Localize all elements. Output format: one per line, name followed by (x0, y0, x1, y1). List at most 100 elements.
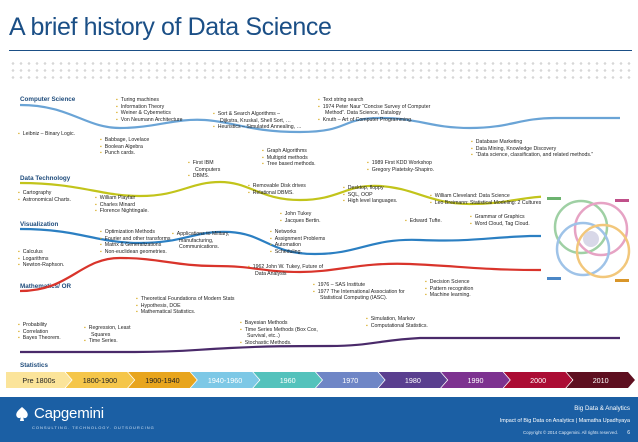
note-line: Squares (91, 331, 111, 338)
note-line: Regression, Least (84, 325, 131, 332)
era-segment: 1800-1900 (66, 372, 135, 388)
note-line: Tree based methods. (262, 161, 316, 168)
note-line: 1989 First KDD Workshop (367, 160, 434, 167)
note-line: Cartography (18, 190, 71, 197)
era-label: 2010 (592, 375, 609, 385)
note-line: Machine learning. (425, 292, 473, 299)
note-line: Networks (270, 229, 325, 236)
era-label: 2000 (530, 375, 547, 385)
note-line: Relational DBMS. (248, 190, 306, 197)
note-line: Mathematical Statistics. (136, 309, 235, 316)
era-segment: 1990 (441, 372, 510, 388)
note-line: John Tukey (280, 211, 321, 218)
note-graph: Graph AlgorithmsMultigrid methodsTree ba… (262, 148, 316, 168)
note-line: First IBM (188, 160, 220, 167)
note-line: Probability (18, 322, 61, 329)
note-networks: NetworksAssignment ProblemsAutomationSch… (270, 229, 325, 255)
era-label: 1970 (342, 375, 359, 385)
note-line: Optimization Methods (100, 229, 171, 236)
note-line: Text string search (318, 97, 430, 104)
note-line: Charles Minard (95, 202, 149, 209)
era-label: 1960 (279, 375, 296, 385)
note-line: Simulation, Markov (366, 316, 428, 323)
note-tukey: John TukeyJacques Bertin. (280, 211, 321, 224)
note-line: Computers (195, 166, 221, 173)
note-line: Turing machines (116, 97, 183, 104)
note-line: William Playfair (95, 195, 149, 202)
note-line: Communications. (179, 244, 220, 251)
note-optimization: Optimization MethodsFourier and other tr… (100, 229, 171, 255)
note-leibniz: Leibniz – Binary Logic. (18, 131, 75, 138)
note-playfair: William PlayfairCharles MinardFlorence N… (95, 195, 149, 215)
era-label: 1800-1900 (82, 375, 118, 385)
era-segment: 1900-1940 (128, 372, 197, 388)
era-segment: 1940-1960 (191, 372, 260, 388)
note-line: Newton-Raphson. (18, 262, 65, 269)
era-label: Pre 1800s (22, 375, 56, 385)
note-line: SQL, OOP (343, 192, 397, 199)
era-segment: 1970 (316, 372, 385, 388)
footer-course-text: Impact of Big Data on Analytics | Mamath… (499, 418, 630, 424)
lane-label-visualization: Visualization (20, 221, 59, 228)
company-logo: Capgemini (14, 405, 104, 422)
note-line: Von Neumann Architecture (116, 117, 183, 124)
note-line: Leo Breimann: Statistical Modeling: 2 Cu… (430, 200, 543, 207)
footer-copyright: Copyright © 2014 Capgemini. All rights r… (522, 430, 618, 435)
note-line: Word Cloud, Tag Cloud. (470, 221, 530, 228)
title-divider (9, 50, 632, 51)
note-line: Babbage, Lovelace (100, 137, 149, 144)
footer: Capgemini CONSULTING. TECHNOLOGY. OUTSOU… (0, 397, 638, 442)
curve-computer-science (19, 103, 620, 134)
note-line: Gregory Piatetsky-Shapiro. (367, 167, 434, 174)
note-line: Punch cards. (100, 150, 149, 157)
note-cartography: CartographyAstronomical Charts. (18, 190, 71, 203)
note-line: Grammar of Graphics (470, 214, 530, 221)
page-number: 6 (627, 430, 630, 436)
note-line: Fourier and other transforms (100, 236, 171, 243)
note-line: Knuth – Art of Computer Programming. (318, 117, 430, 124)
era-segment: 2010 (566, 372, 635, 388)
note-desktop: Desktop, floppySQL, OOPHigh level langua… (343, 185, 398, 205)
note-line: Logarithms (18, 256, 64, 263)
note-line: DBMS. (188, 173, 220, 180)
note-line: Bayesian Methods (240, 320, 318, 327)
note-line: 1977 The International Association for (313, 289, 405, 296)
note-line: Scheduling. (270, 249, 325, 256)
note-line: Time Series Methods (Box Cox, (240, 327, 318, 334)
footer-course: Impact of Big Data on Analytics | Mamath… (500, 418, 630, 424)
footer-copyright-row: Copyright © 2014 Capgemini. All rights r… (523, 430, 630, 436)
note-line: Correlation (18, 329, 61, 336)
note-line: Theoretical Foundations of Modern Stats (136, 296, 235, 303)
note-line: Stochastic Methods. (240, 340, 318, 347)
note-line: Non-euclidean geometries. (100, 249, 171, 256)
note-line: Florence Nightingale. (95, 208, 149, 215)
era-label: 1980 (404, 375, 421, 385)
note-calculus: CalculusLogarithmsNewton-Raphson. (18, 249, 65, 269)
note-sort: Sort & Search Algorithms –Dijkstra, Krus… (213, 111, 302, 131)
note-line: Time Series. (84, 338, 131, 345)
lane-label-computer-science: Computer Science (20, 96, 76, 103)
note-bayesian: Bayesian MethodsTime Series Methods (Box… (240, 320, 318, 346)
note-line: Astronomical Charts. (18, 197, 71, 204)
note-line: manufacturing, (179, 237, 214, 244)
curve-statistics (19, 336, 620, 354)
note-line: Computational Statistics. (366, 323, 428, 330)
note-line: Information Theory (116, 104, 183, 111)
note-line: Edward Tufte. (405, 218, 442, 225)
note-turing: Turing machinesInformation TheoryWeiner … (116, 97, 183, 123)
note-line: Data Analysis (255, 270, 287, 277)
lane-label-statistics: Statistics (20, 362, 48, 369)
data-science-venn-thumbnail (541, 189, 637, 291)
note-theoretical: Theoretical Foundations of Modern StatsH… (136, 296, 235, 316)
note-line: Weiner & Cybernetics (116, 110, 183, 117)
note-line: Assignment Problems (270, 236, 325, 243)
era-segment: 2000 (504, 372, 573, 388)
era-segment: Pre 1800s (6, 372, 72, 388)
note-line: Graph Algorithms (262, 148, 316, 155)
note-line: Data Mining, Knowledge Discovery (471, 146, 593, 153)
note-line: Calculus (18, 249, 64, 256)
note-regression: Regression, LeastSquaresTime Series. (84, 325, 131, 345)
note-line: Removable Disk drives (248, 183, 306, 190)
note-line: High level languages. (343, 198, 398, 205)
